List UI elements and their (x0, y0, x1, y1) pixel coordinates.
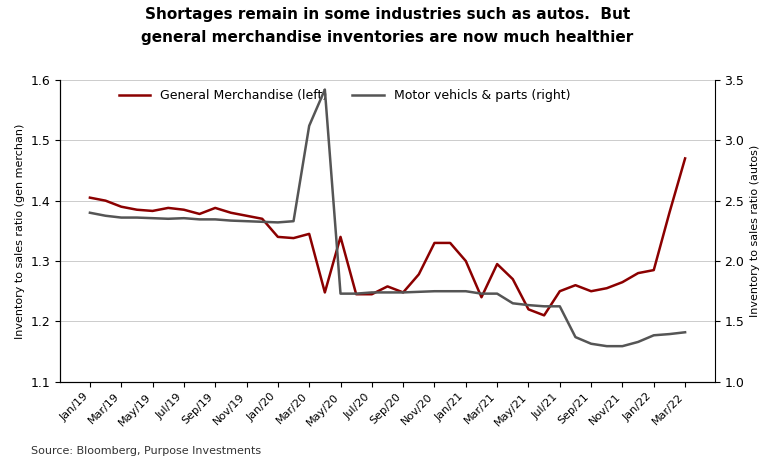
General Merchandise (left) (148, 208, 157, 214)
Motor vehicls & parts (right) (274, 219, 283, 225)
Motor vehicls & parts (right) (352, 291, 361, 296)
General Merchandise (left) (289, 235, 298, 241)
Motor vehicls & parts (right) (680, 330, 690, 335)
General Merchandise (left) (226, 210, 236, 215)
Motor vehicls & parts (right) (477, 291, 486, 296)
Text: Shortages remain in some industries such as autos.  But: Shortages remain in some industries such… (145, 7, 630, 22)
General Merchandise (left) (539, 313, 549, 318)
Motor vehicls & parts (right) (524, 302, 533, 308)
Y-axis label: Inventory to sales ratio (gen merchan): Inventory to sales ratio (gen merchan) (15, 123, 25, 338)
General Merchandise (left) (461, 258, 470, 264)
General Merchandise (left) (195, 211, 204, 217)
Motor vehicls & parts (right) (320, 87, 329, 92)
Motor vehicls & parts (right) (367, 290, 377, 295)
Line: General Merchandise (left): General Merchandise (left) (90, 159, 685, 315)
Motor vehicls & parts (right) (665, 331, 674, 337)
Motor vehicls & parts (right) (649, 332, 659, 338)
Motor vehicls & parts (right) (226, 218, 236, 224)
General Merchandise (left) (508, 277, 518, 282)
General Merchandise (left) (116, 204, 126, 209)
General Merchandise (left) (367, 291, 377, 297)
Motor vehicls & parts (right) (211, 217, 220, 222)
Motor vehicls & parts (right) (555, 303, 564, 309)
General Merchandise (left) (571, 283, 580, 288)
Motor vehicls & parts (right) (195, 217, 204, 222)
General Merchandise (left) (602, 285, 611, 291)
Line: Motor vehicls & parts (right): Motor vehicls & parts (right) (90, 89, 685, 346)
General Merchandise (left) (446, 240, 455, 246)
General Merchandise (left) (274, 234, 283, 240)
Motor vehicls & parts (right) (257, 219, 267, 225)
Motor vehicls & parts (right) (571, 334, 580, 340)
Motor vehicls & parts (right) (336, 291, 345, 296)
Motor vehicls & parts (right) (539, 303, 549, 309)
Text: Source: Bloomberg, Purpose Investments: Source: Bloomberg, Purpose Investments (31, 446, 261, 456)
General Merchandise (left) (133, 207, 142, 213)
Motor vehicls & parts (right) (508, 301, 518, 306)
Motor vehicls & parts (right) (430, 289, 439, 294)
Motor vehicls & parts (right) (383, 290, 392, 295)
Motor vehicls & parts (right) (133, 215, 142, 220)
Motor vehicls & parts (right) (587, 341, 596, 347)
General Merchandise (left) (649, 267, 659, 273)
Motor vehicls & parts (right) (305, 123, 314, 129)
General Merchandise (left) (414, 272, 423, 277)
Motor vehicls & parts (right) (414, 289, 423, 295)
Motor vehicls & parts (right) (398, 290, 408, 295)
General Merchandise (left) (305, 231, 314, 236)
Motor vehicls & parts (right) (446, 289, 455, 294)
General Merchandise (left) (101, 198, 110, 203)
Motor vehicls & parts (right) (148, 215, 157, 221)
General Merchandise (left) (257, 216, 267, 222)
General Merchandise (left) (555, 289, 564, 294)
General Merchandise (left) (430, 240, 439, 246)
Motor vehicls & parts (right) (633, 339, 642, 345)
Y-axis label: Inventory to sales ratio (autos): Inventory to sales ratio (autos) (750, 145, 760, 317)
Motor vehicls & parts (right) (164, 216, 173, 222)
General Merchandise (left) (477, 295, 486, 300)
Text: general merchandise inventories are now much healthier: general merchandise inventories are now … (141, 30, 634, 45)
General Merchandise (left) (524, 307, 533, 312)
General Merchandise (left) (633, 270, 642, 276)
General Merchandise (left) (587, 289, 596, 294)
General Merchandise (left) (336, 234, 345, 240)
Motor vehicls & parts (right) (85, 210, 95, 215)
General Merchandise (left) (680, 156, 690, 161)
Motor vehicls & parts (right) (492, 291, 501, 296)
Motor vehicls & parts (right) (618, 343, 627, 349)
General Merchandise (left) (211, 205, 220, 211)
General Merchandise (left) (164, 205, 173, 211)
Motor vehicls & parts (right) (179, 215, 188, 221)
General Merchandise (left) (85, 195, 95, 201)
Motor vehicls & parts (right) (461, 289, 470, 294)
General Merchandise (left) (242, 213, 251, 219)
Motor vehicls & parts (right) (242, 219, 251, 224)
General Merchandise (left) (179, 207, 188, 213)
General Merchandise (left) (383, 284, 392, 289)
Motor vehicls & parts (right) (289, 219, 298, 224)
Motor vehicls & parts (right) (116, 215, 126, 220)
General Merchandise (left) (665, 210, 674, 215)
General Merchandise (left) (618, 279, 627, 285)
Legend: General Merchandise (left), Motor vehicls & parts (right): General Merchandise (left), Motor vehicl… (119, 89, 570, 102)
General Merchandise (left) (352, 291, 361, 297)
General Merchandise (left) (492, 261, 501, 267)
Motor vehicls & parts (right) (602, 343, 611, 349)
General Merchandise (left) (320, 290, 329, 295)
Motor vehicls & parts (right) (101, 213, 110, 219)
General Merchandise (left) (398, 290, 408, 295)
